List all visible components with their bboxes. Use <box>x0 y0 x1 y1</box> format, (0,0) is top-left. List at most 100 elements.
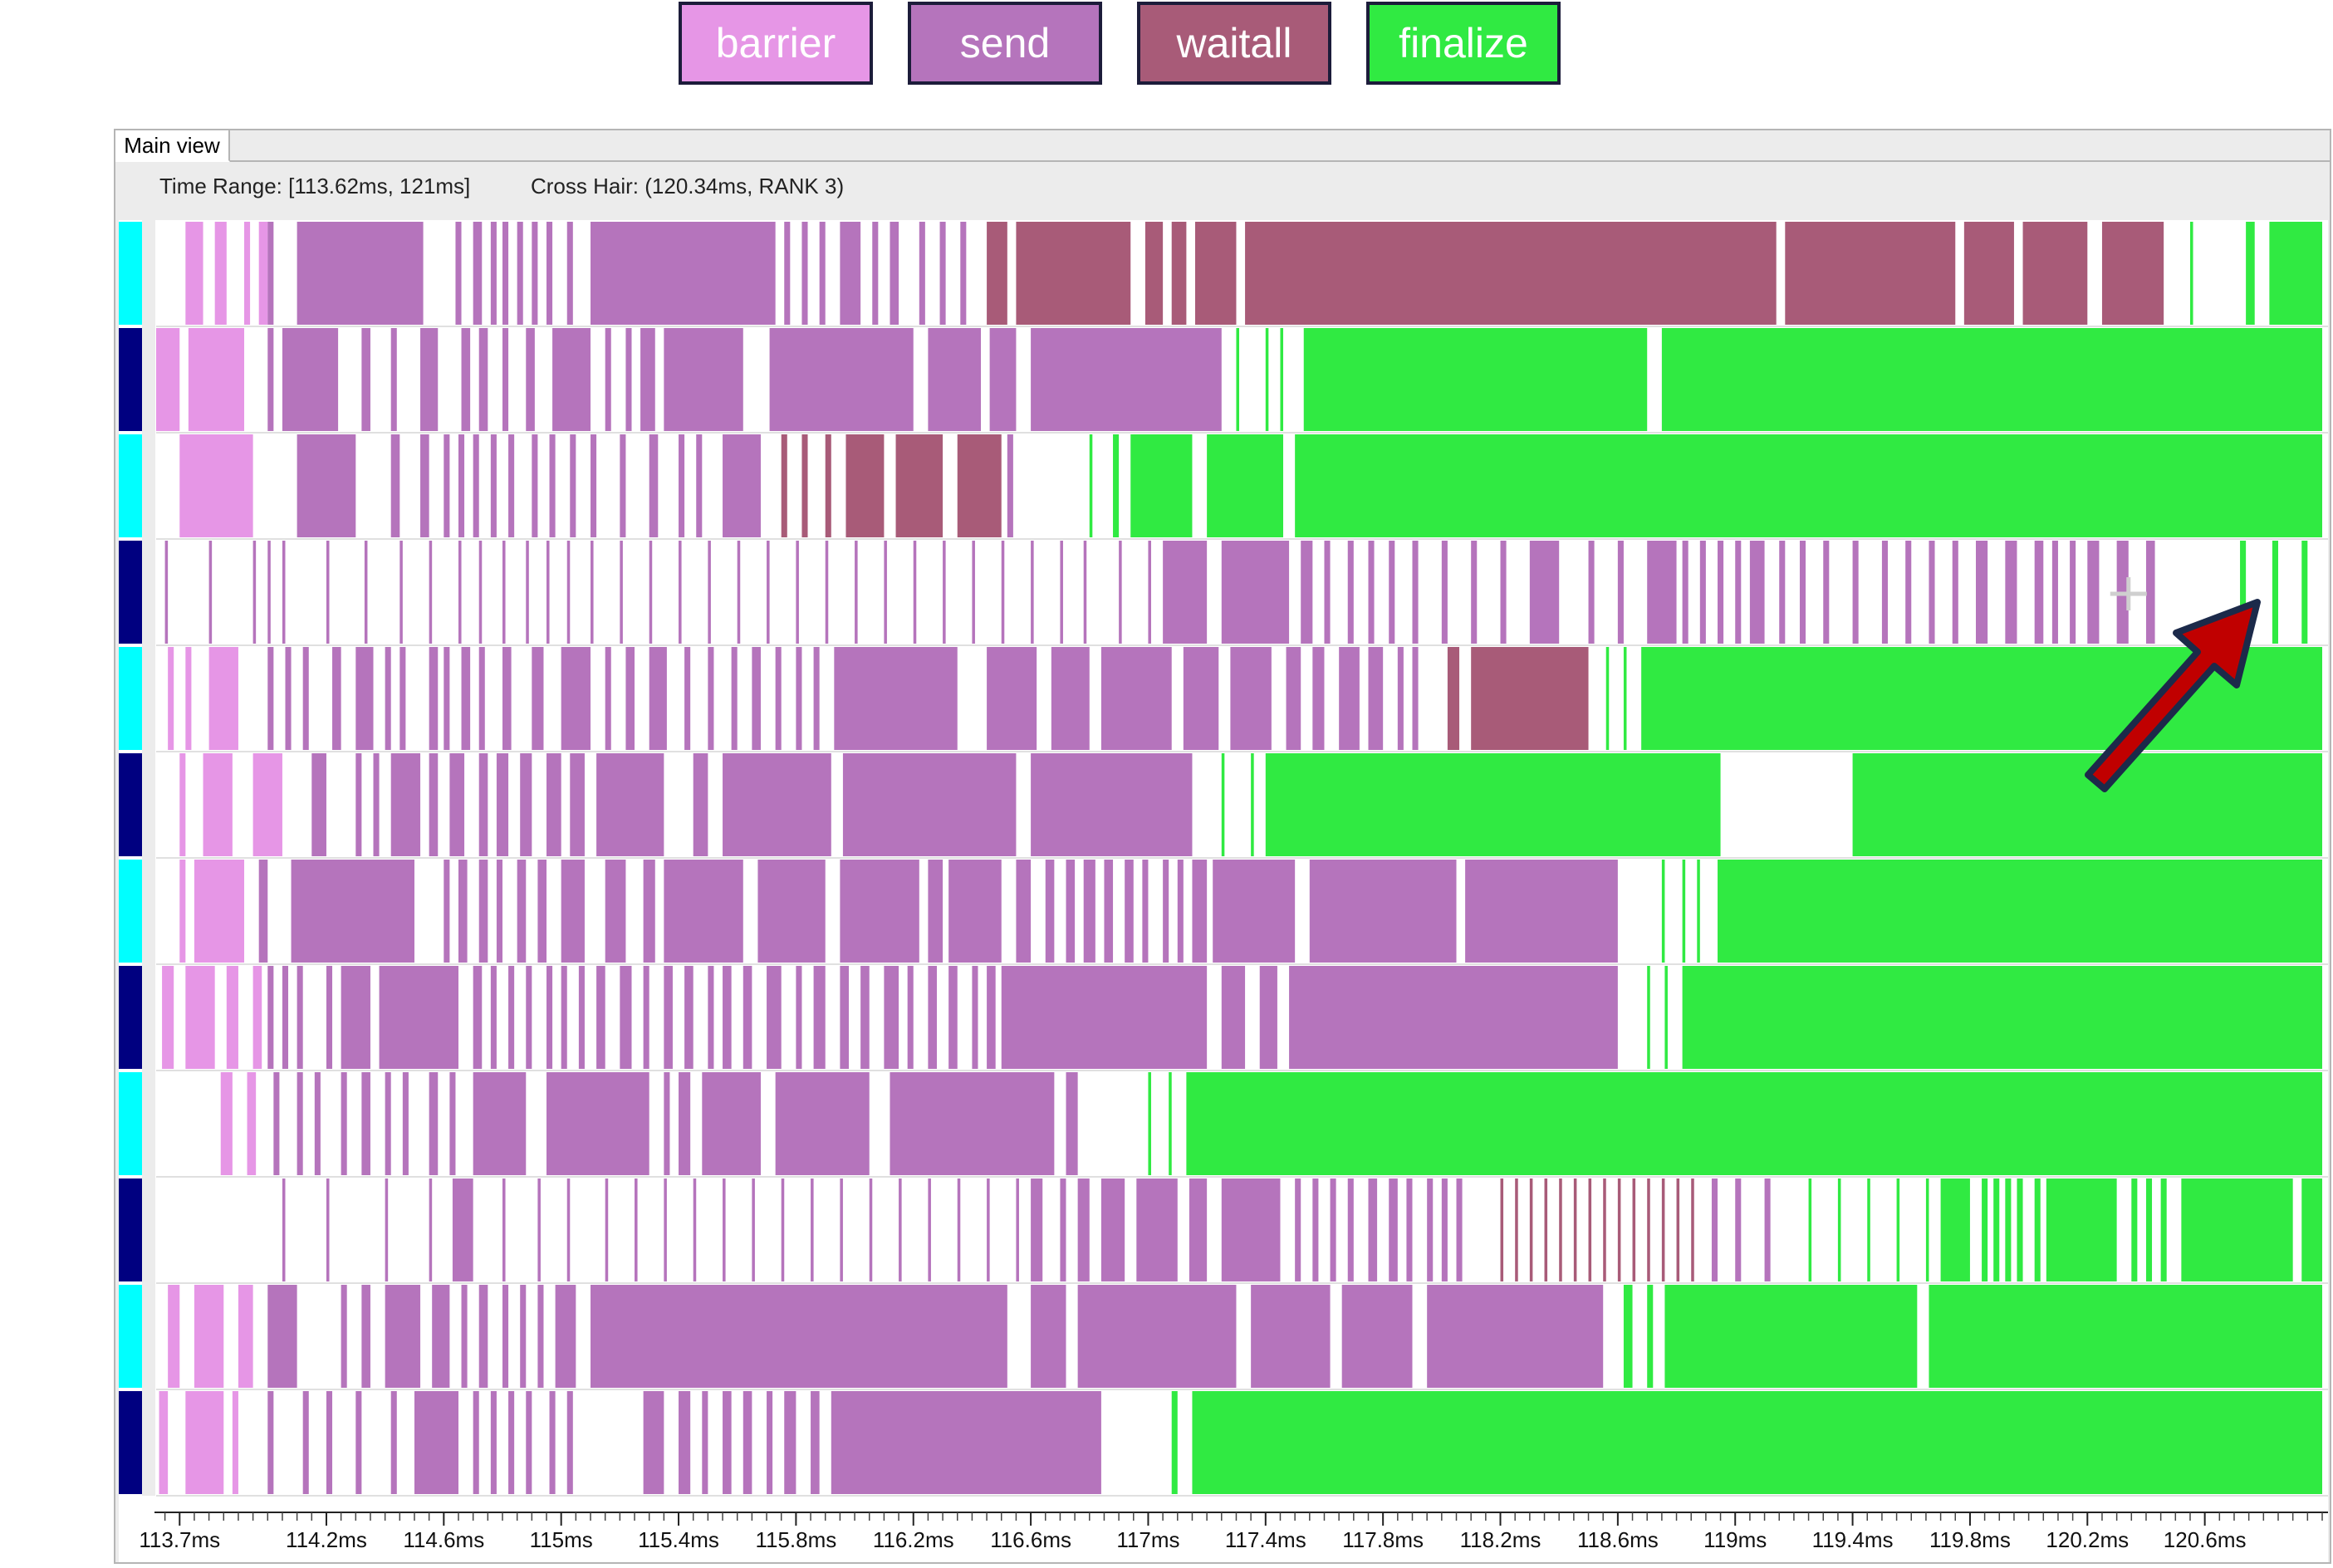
finalize-segment[interactable] <box>1718 860 2322 963</box>
send-segment[interactable] <box>526 541 529 644</box>
send-segment[interactable] <box>267 966 274 1069</box>
finalize-segment[interactable] <box>1647 1285 1654 1388</box>
send-segment[interactable] <box>455 222 462 325</box>
send-segment[interactable] <box>1312 647 1325 750</box>
finalize-segment[interactable] <box>1808 1178 1812 1281</box>
send-segment[interactable] <box>361 1285 370 1388</box>
send-segment[interactable] <box>449 753 465 856</box>
send-segment[interactable] <box>1412 541 1419 644</box>
send-segment[interactable] <box>473 222 483 325</box>
waitall-segment[interactable] <box>1963 222 2014 325</box>
send-segment[interactable] <box>834 647 958 750</box>
send-segment[interactable] <box>1905 541 1912 644</box>
barrier-segment[interactable] <box>156 328 180 431</box>
send-segment[interactable] <box>767 541 770 644</box>
send-segment[interactable] <box>461 647 471 750</box>
send-segment[interactable] <box>546 753 561 856</box>
waitall-segment[interactable] <box>1661 1178 1665 1281</box>
send-segment[interactable] <box>1749 541 1765 644</box>
finalize-segment[interactable] <box>2046 1178 2117 1281</box>
send-segment[interactable] <box>928 860 943 963</box>
barrier-segment[interactable] <box>247 1072 257 1175</box>
send-segment[interactable] <box>813 966 826 1069</box>
finalize-segment[interactable] <box>1925 1178 1929 1281</box>
send-segment[interactable] <box>570 753 585 856</box>
send-segment[interactable] <box>913 541 917 644</box>
send-segment[interactable] <box>649 434 659 537</box>
send-segment[interactable] <box>731 647 738 750</box>
send-segment[interactable] <box>578 966 585 1069</box>
send-segment[interactable] <box>775 1072 870 1175</box>
finalize-segment[interactable] <box>2272 541 2278 644</box>
send-segment[interactable] <box>693 753 708 856</box>
send-segment[interactable] <box>502 222 509 325</box>
send-segment[interactable] <box>1148 541 1151 644</box>
send-segment[interactable] <box>840 860 919 963</box>
send-segment[interactable] <box>282 1178 286 1281</box>
send-segment[interactable] <box>537 1285 544 1388</box>
send-segment[interactable] <box>796 966 802 1069</box>
finalize-segment[interactable] <box>1664 1285 1918 1388</box>
finalize-segment[interactable] <box>1661 860 1665 963</box>
send-segment[interactable] <box>449 1072 456 1175</box>
send-segment[interactable] <box>302 1391 309 1494</box>
waitall-segment[interactable] <box>801 434 808 537</box>
send-segment[interactable] <box>855 541 858 644</box>
send-segment[interactable] <box>373 753 380 856</box>
send-segment[interactable] <box>775 647 782 750</box>
send-segment[interactable] <box>208 541 213 644</box>
send-segment[interactable] <box>297 1072 303 1175</box>
send-segment[interactable] <box>566 541 571 644</box>
send-segment[interactable] <box>478 860 488 963</box>
send-segment[interactable] <box>1647 541 1677 644</box>
legend-waitall-button[interactable]: waitall <box>1137 2 1331 85</box>
send-segment[interactable] <box>987 1178 990 1281</box>
send-segment[interactable] <box>1001 541 1005 644</box>
send-segment[interactable] <box>890 222 899 325</box>
send-segment[interactable] <box>1312 1178 1319 1281</box>
finalize-segment[interactable] <box>1837 1178 1841 1281</box>
send-segment[interactable] <box>1031 1285 1066 1388</box>
send-segment[interactable] <box>461 1285 468 1388</box>
send-segment[interactable] <box>526 1391 532 1494</box>
send-segment[interactable] <box>948 966 958 1069</box>
send-segment[interactable] <box>696 434 703 537</box>
send-segment[interactable] <box>429 541 433 644</box>
send-segment[interactable] <box>781 1178 785 1281</box>
send-segment[interactable] <box>1104 860 1114 963</box>
send-segment[interactable] <box>1799 541 1806 644</box>
send-segment[interactable] <box>1100 647 1172 750</box>
send-segment[interactable] <box>596 753 664 856</box>
send-segment[interactable] <box>1779 541 1786 644</box>
send-segment[interactable] <box>596 966 605 1069</box>
send-segment[interactable] <box>1189 1178 1208 1281</box>
send-segment[interactable] <box>390 753 421 856</box>
send-segment[interactable] <box>723 434 761 537</box>
send-segment[interactable] <box>723 1178 726 1281</box>
finalize-segment[interactable] <box>2145 1178 2153 1281</box>
waitall-segment[interactable] <box>825 434 831 537</box>
waitall-segment[interactable] <box>1144 222 1164 325</box>
send-segment[interactable] <box>1412 647 1419 750</box>
send-segment[interactable] <box>291 860 414 963</box>
send-segment[interactable] <box>605 647 611 750</box>
send-segment[interactable] <box>1259 966 1277 1069</box>
send-segment[interactable] <box>860 966 870 1069</box>
finalize-segment[interactable] <box>2034 1178 2041 1281</box>
finalize-segment[interactable] <box>1265 328 1269 431</box>
send-segment[interactable] <box>679 1391 691 1494</box>
send-segment[interactable] <box>972 966 978 1069</box>
send-segment[interactable] <box>549 1391 556 1494</box>
waitall-segment[interactable] <box>845 434 885 537</box>
send-segment[interactable] <box>432 1285 450 1388</box>
send-segment[interactable] <box>664 1178 667 1281</box>
send-segment[interactable] <box>1389 1178 1398 1281</box>
send-segment[interactable] <box>566 1391 573 1494</box>
barrier-segment[interactable] <box>252 753 282 856</box>
barrier-segment[interactable] <box>185 647 192 750</box>
send-segment[interactable] <box>796 541 799 644</box>
send-segment[interactable] <box>258 860 268 963</box>
send-segment[interactable] <box>429 753 439 856</box>
send-segment[interactable] <box>496 753 509 856</box>
send-segment[interactable] <box>1221 541 1290 644</box>
